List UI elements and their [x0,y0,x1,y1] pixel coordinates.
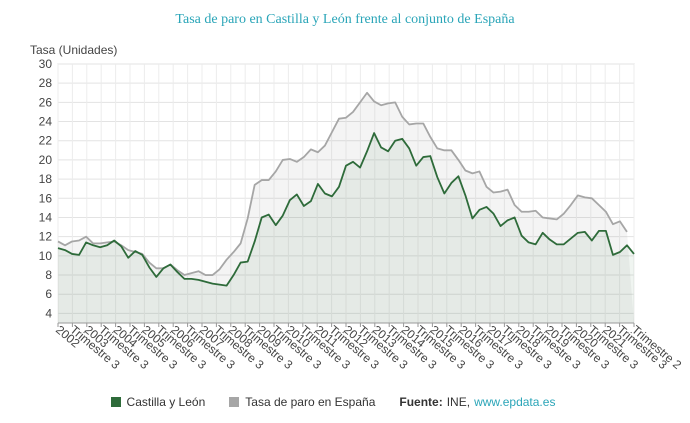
legend-item-castilla[interactable]: Castilla y León [110,395,206,409]
y-tick-label: 12 [39,230,53,244]
source-note: Fuente: INE, www.epdata.es [399,395,555,409]
series-area-espana [58,92,634,323]
y-axis-label: Tasa (Unidades) [30,43,117,57]
y-tick-label: 24 [39,115,53,129]
y-tick-label: 16 [39,191,53,205]
series-line-castilla [57,132,635,287]
espana-swatch [229,397,240,407]
y-tick-label: 20 [39,153,53,167]
line-layer [57,91,635,287]
y-tick-label: 14 [39,210,53,224]
y-tick-label: 22 [39,134,53,148]
chart-title: Tasa de paro en Castilla y León frente a… [175,12,515,27]
source-label: Fuente: [399,395,443,409]
y-tick-label: 10 [39,249,53,263]
y-tick-label: 18 [39,172,53,186]
y-tick-label: 30 [39,57,53,71]
y-tick-label: 4 [45,306,52,320]
area-layer [58,92,634,323]
series-line-espana [57,91,628,276]
series-area-castilla [58,133,634,323]
y-tick-label: 26 [39,95,53,109]
source-text: INE, [446,395,471,409]
source-link[interactable]: www.epdata.es [474,395,556,409]
legend-item-espana[interactable]: Tasa de paro en España [229,395,375,409]
castilla-swatch [110,397,121,407]
y-tick-label: 8 [45,268,52,282]
y-tick-label: 6 [45,287,52,301]
y-tick-label: 28 [39,76,53,90]
legend-label-castilla: Castilla y León [126,395,206,409]
legend: Castilla y León Tasa de paro en España F… [0,395,690,409]
legend-label-espana: Tasa de paro en España [245,395,376,409]
